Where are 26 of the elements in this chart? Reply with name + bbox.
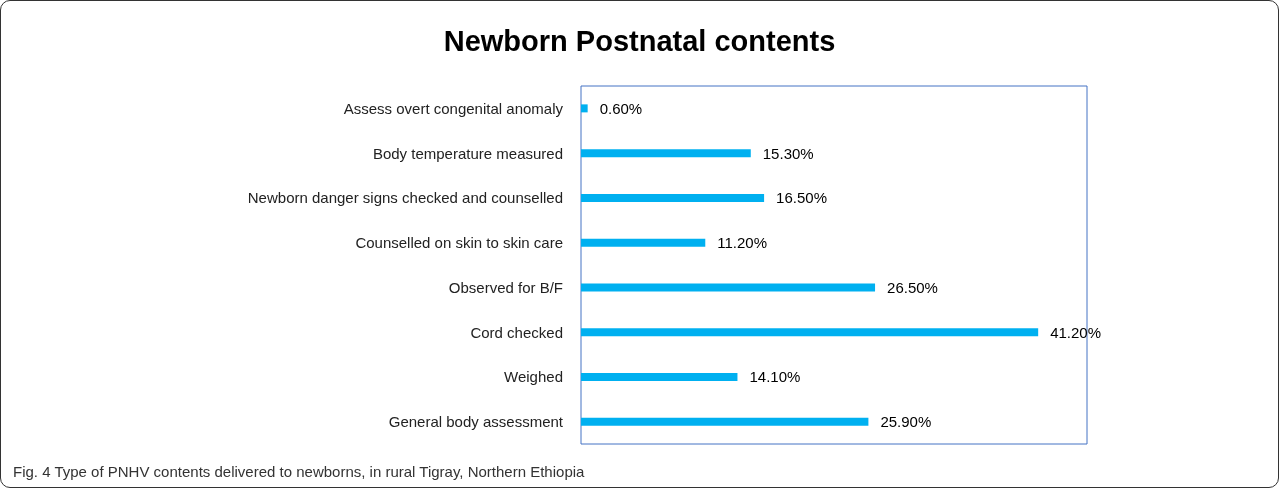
y-tick-label: Body temperature measured <box>372 144 563 162</box>
data-label: 25.90% <box>880 413 932 431</box>
chart-title: Newborn Postnatal contents <box>443 24 836 57</box>
y-tick-label: General body assessment <box>388 413 564 431</box>
data-label: 16.50% <box>776 189 827 207</box>
y-tick-label: Assess overt congenital anomaly <box>343 99 564 117</box>
bar <box>581 372 738 381</box>
data-label: 0.60% <box>599 99 643 117</box>
bar <box>581 283 876 292</box>
data-label: 14.10% <box>749 368 801 386</box>
y-tick-label: Cord checked <box>470 323 563 341</box>
bar <box>581 238 706 247</box>
bar <box>581 417 869 426</box>
y-tick-label: Observed for B/F <box>448 278 563 296</box>
bar <box>581 328 1039 337</box>
data-label: 15.30% <box>762 144 814 162</box>
data-label: 41.20% <box>1050 323 1102 341</box>
caption: Fig. 4 Type of PNHV contents delivered to newborns, in rural Tigray, Northern Ethiopia <box>13 463 586 480</box>
data-label: 26.50% <box>887 278 938 296</box>
y-tick-label: Newborn danger signs checked and counselled <box>247 189 563 207</box>
bar <box>581 149 751 158</box>
y-tick-label: Counselled on skin to skin care <box>355 234 563 252</box>
data-label: 11.20% <box>717 234 768 252</box>
y-tick-label: Weighed <box>504 368 563 386</box>
bar <box>581 104 588 113</box>
bar <box>581 193 765 202</box>
